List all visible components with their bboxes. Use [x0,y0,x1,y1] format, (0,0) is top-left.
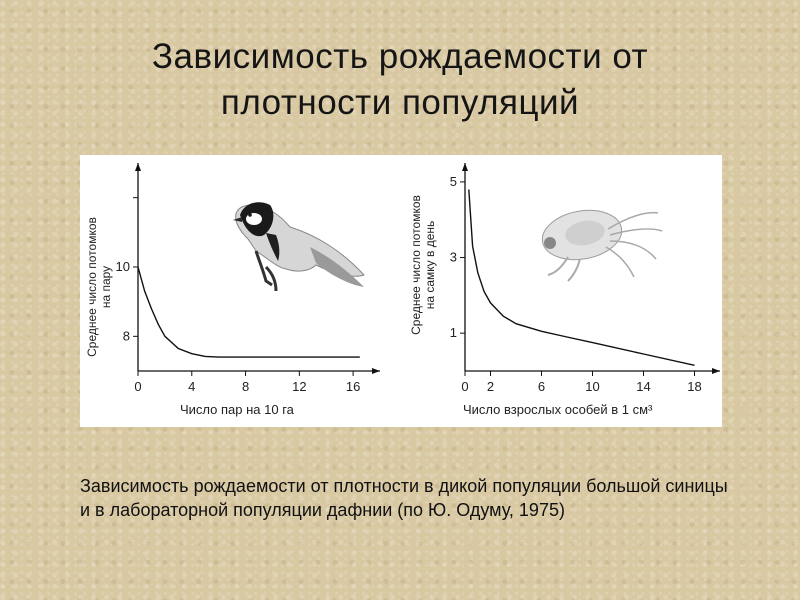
chart-2-x-tick-label: 10 [585,379,599,394]
chart-1-y-axis-label-line-2: на пару [99,266,113,308]
chart-2-x-axis-arrow [712,368,720,374]
chart-2-y-axis-label: Среднее число потомков на самку в день [409,195,437,335]
slide-title-line-2: плотности популяций [220,83,580,122]
chart-2-x-axis-label: Число взрослых особей в 1 см³ [463,402,653,417]
chart-2-x-tick-label: 18 [687,379,701,394]
chart-2-y-tick-label: 1 [450,325,457,340]
slide-title: Зависимость рождаемости от плотности поп… [40,34,760,126]
chart-1-x-axis-arrow [372,368,380,374]
chart-2-y-axis-label-line-1: Среднее число потомков [409,195,423,335]
chart-2-x-tick-label: 6 [538,379,545,394]
chart-2-y-tick-label: 3 [450,250,457,265]
daphnia-icon [541,209,663,282]
chart-1-x-tick-label: 8 [242,379,249,394]
chart-1-x-axis-label: Число пар на 10 га [180,402,295,417]
chart-1-series-line [137,266,360,358]
chart-2-y-tick-label: 5 [450,174,457,189]
chart-1-y-axis-label-line-1: Среднее число потомков [85,217,99,357]
slide-title-line-1: Зависимость рождаемости от [151,37,649,76]
chart-2-series-line [468,189,695,366]
chart-1-y-axis-arrow [135,163,141,171]
chart-2-x-tick-label: 14 [636,379,650,394]
chart-1-x-tick-label: 4 [188,379,195,394]
chart-1-x-tick-label: 0 [134,379,141,394]
figure-caption: Зависимость рождаемости от плотности в д… [80,476,728,520]
chart-1-y-tick-label: 8 [123,328,130,343]
chart-2-y-axis-arrow [462,163,468,171]
chart-1-x-tick-label: 12 [292,379,306,394]
chart-1-y-tick-label: 10 [116,259,130,274]
chart-2-y-axis-label-line-2: на самку в день [423,221,437,310]
chart-1-x-tick-label: 16 [346,379,360,394]
great-tit-bird-icon [233,202,365,292]
chart-2-x-tick-label: 2 [487,379,494,394]
chart-1-y-axis-label: Среднее число потомков на пару [85,217,113,357]
chart-2-x-tick-label: 0 [461,379,468,394]
figure-panel: 0 4 8 12 16 8 10 Число пар на 10 га Среднее числ… [80,155,722,427]
